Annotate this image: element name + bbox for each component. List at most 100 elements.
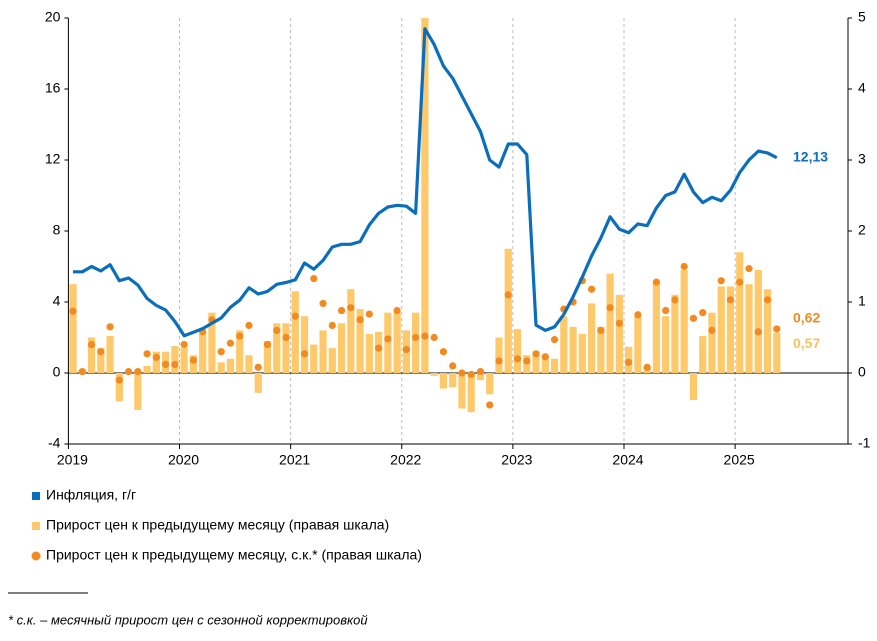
dot [754,328,762,336]
dot [587,285,596,293]
dot [439,348,448,356]
dot [263,341,272,349]
dot [652,278,661,286]
dot [523,357,531,365]
dot [189,356,198,364]
dot [717,277,725,285]
bar [226,358,235,373]
dot [763,296,772,304]
bar [736,252,744,373]
dot [375,344,383,352]
dot [550,336,559,344]
bar [180,348,188,373]
bar [504,248,512,373]
x-tick-label: 2025 [724,452,755,468]
bar [597,326,605,373]
bar [217,362,225,373]
bar [467,373,475,413]
legend-label: Прирост цен к предыдущему месяцу (правая… [46,517,389,533]
dot [291,312,299,320]
y-tick-label: 4 [53,293,61,309]
bar [726,286,735,373]
dot [97,348,105,356]
dot [625,358,633,366]
bar [587,303,596,373]
bar [347,289,355,373]
x-tick-label: 2024 [612,452,643,468]
bar [699,336,707,373]
dot [449,362,457,370]
bar [412,312,420,373]
bar [541,355,549,373]
dot [458,369,466,377]
dot [486,401,494,409]
dot [513,355,522,363]
bar [458,373,466,409]
bar [245,355,253,373]
dot [699,309,707,317]
dot [680,262,688,271]
dot [115,376,123,384]
bar [754,270,762,373]
y-tick-label: 20 [45,9,61,25]
dot [643,363,651,371]
dot [347,304,355,312]
bar [356,309,364,373]
dot [393,306,401,315]
bar [300,316,309,373]
bar [476,373,485,381]
bar [152,351,160,373]
dot [708,326,716,334]
bar [486,373,494,395]
bar [365,333,373,373]
x-tick-label: 2022 [390,452,421,468]
dot [532,350,540,358]
dot [226,339,235,347]
y2-tick-label: 4 [858,80,866,96]
dot [504,291,512,299]
dot [273,326,281,334]
dot [745,265,753,273]
dot [476,367,485,376]
dot [69,307,77,315]
dot [384,335,392,343]
dot [254,363,262,371]
dot [300,350,309,358]
dot [615,319,623,327]
dot [421,332,429,340]
dot [606,304,614,312]
y-tick-label: 0 [53,364,61,380]
dot [495,357,503,365]
bar [236,330,244,373]
bar [69,284,77,373]
end-label: 0,57 [793,335,820,351]
x-tick-label: 2019 [57,452,88,468]
bar [717,286,725,373]
bar [199,333,207,373]
x-tick-label: 2021 [279,452,310,468]
dot [180,341,188,349]
y2-tick-label: 2 [858,222,866,238]
dot [282,333,290,342]
x-tick-label: 2020 [168,452,199,468]
dot [310,274,318,283]
dot [689,314,698,322]
bar [439,373,448,389]
bar [495,337,503,373]
bar [615,294,623,373]
bar [652,282,661,373]
end-label: 12,13 [793,148,828,164]
bar [328,348,336,373]
dot [597,326,605,334]
dot [402,345,410,354]
bar [773,332,781,373]
dot [430,333,438,342]
bar [208,312,216,373]
bar [254,373,262,393]
bar [578,333,586,373]
bar [393,312,401,373]
y-tick-label: -4 [48,435,61,451]
bar [449,373,457,388]
bar [384,312,392,373]
